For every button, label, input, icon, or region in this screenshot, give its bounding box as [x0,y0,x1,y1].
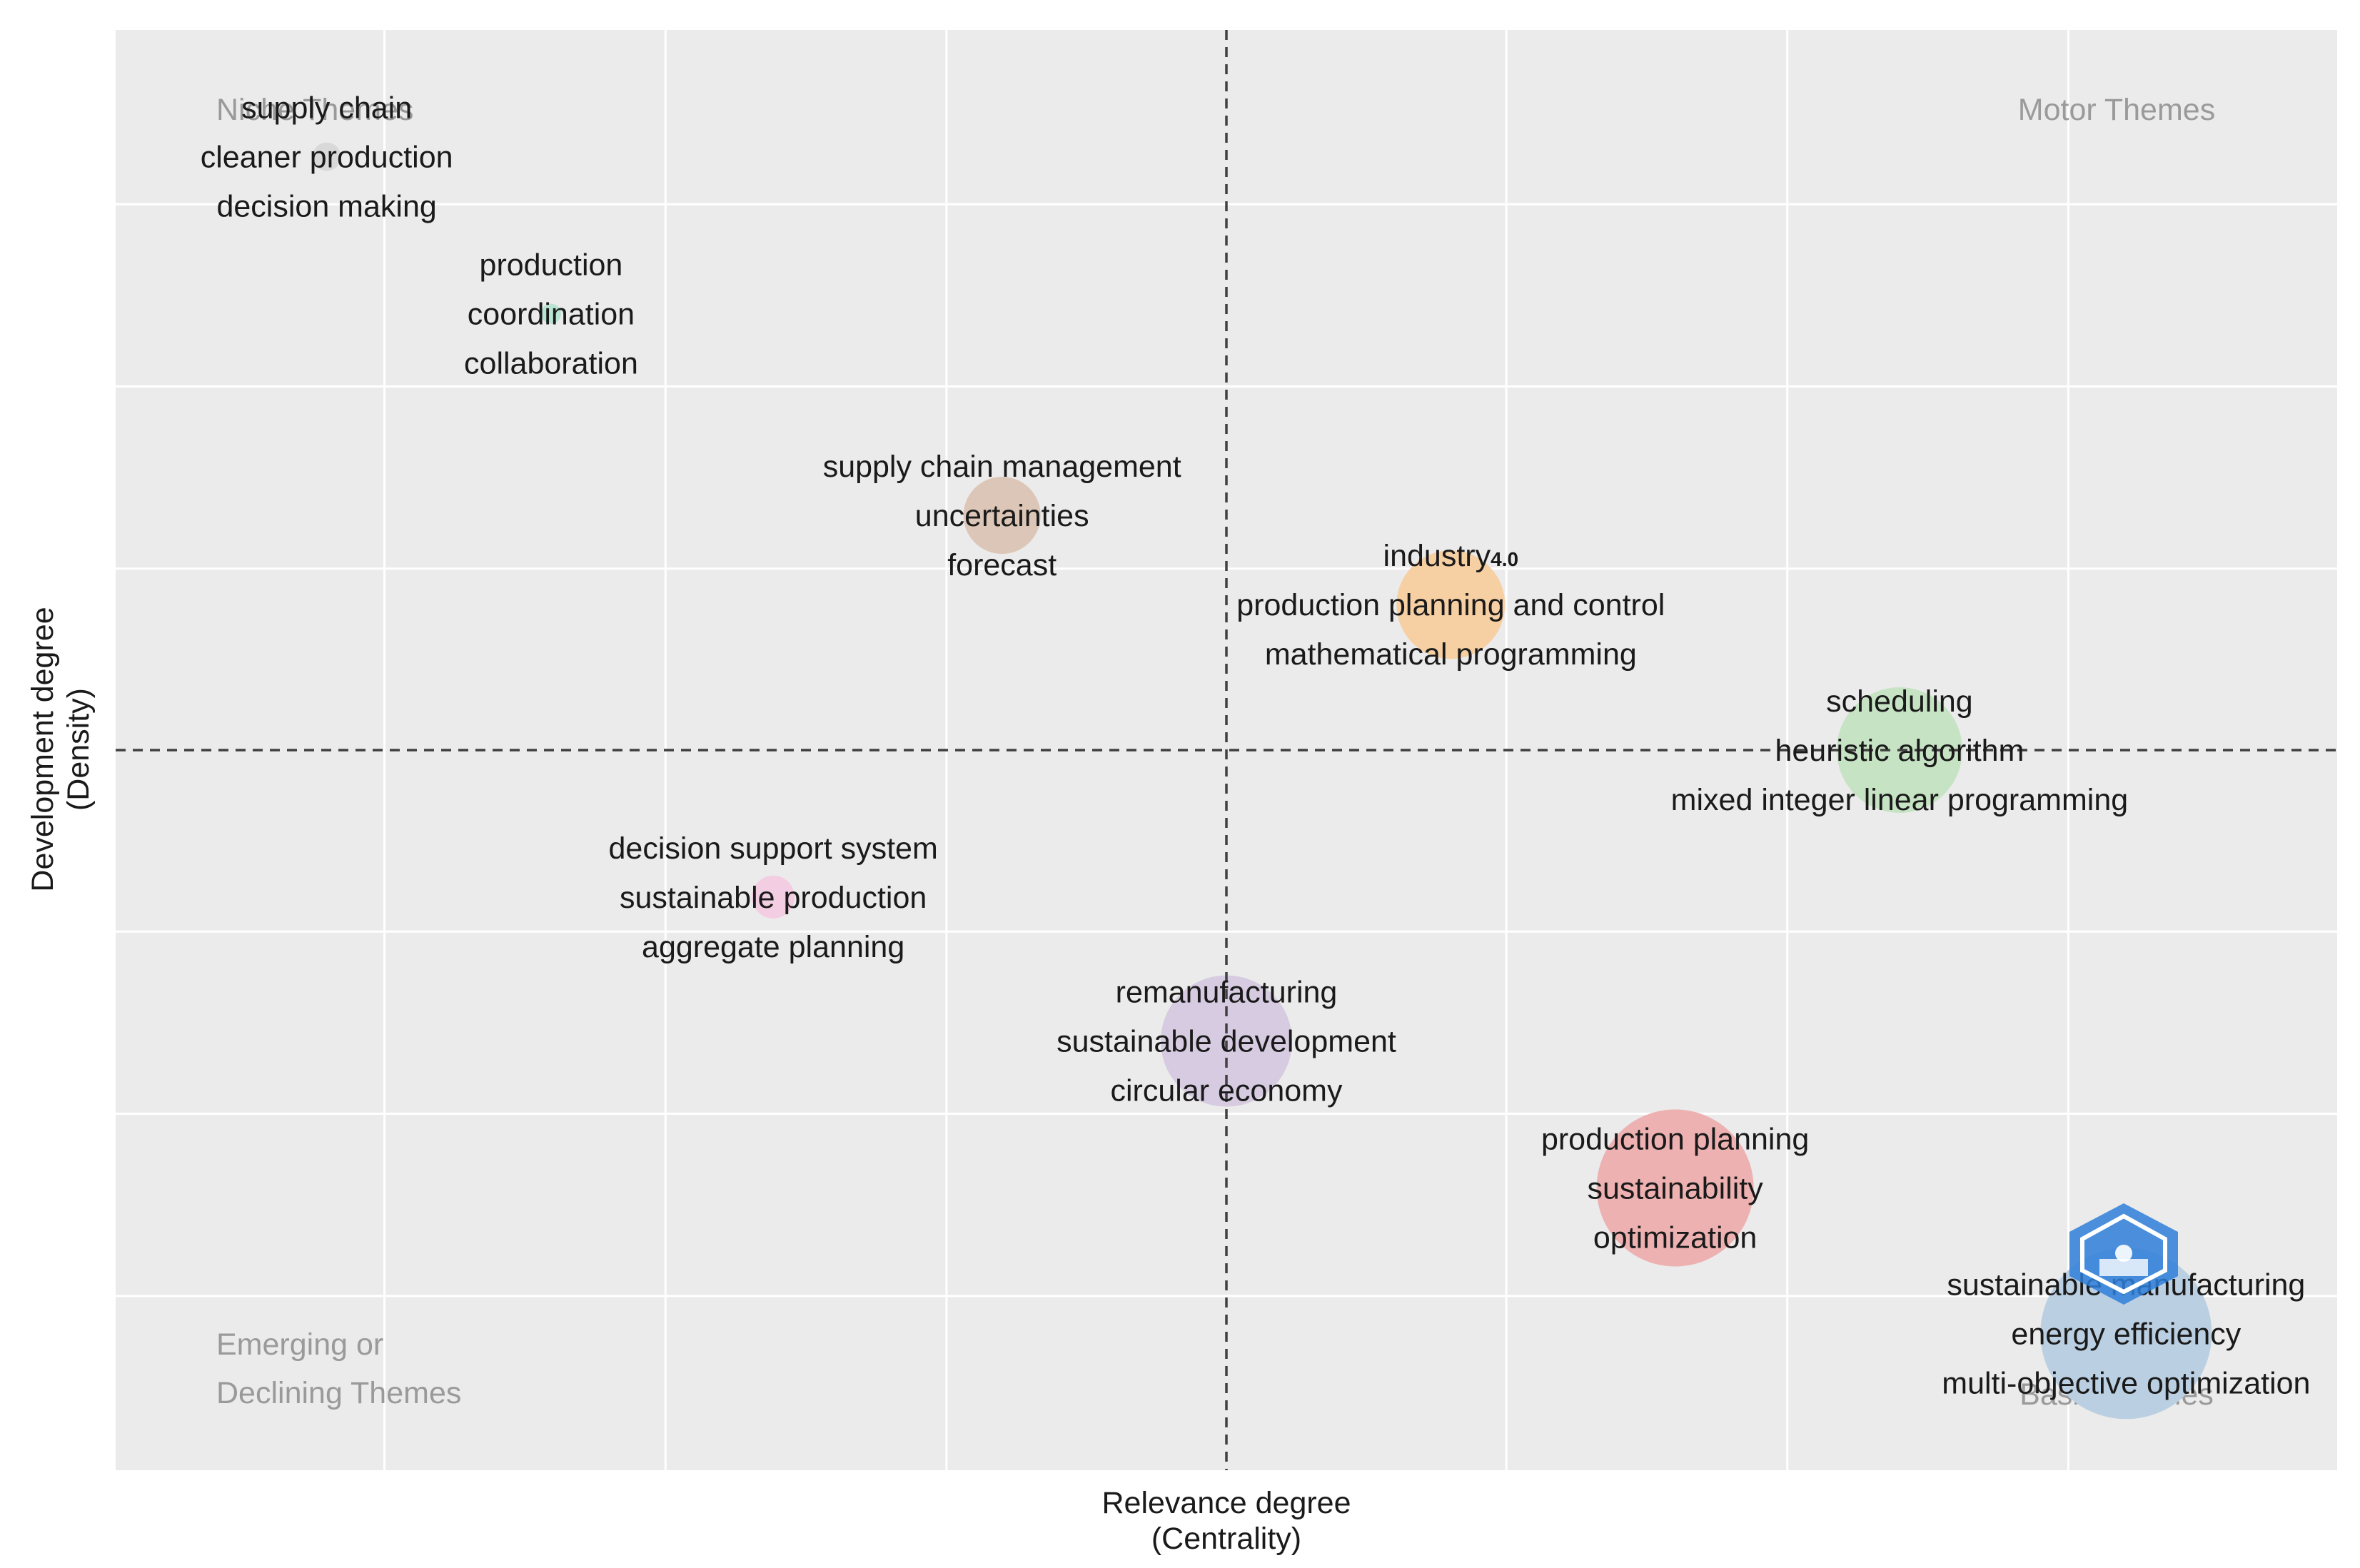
cluster-bubble-3 [963,477,1041,555]
cluster-label-9-2: energy efficiency [2011,1317,2241,1351]
quadrant-label-top-right: Motor Themes [2018,93,2215,127]
x-axis-label: Relevance degree [1101,1486,1351,1520]
cluster-label-5-2: heuristic algorithm [1775,734,2024,768]
cluster-bubble-6 [752,875,795,919]
cluster-label-3-2: uncertainties [915,499,1089,533]
cluster-label-suffix: 4.0 [1491,548,1518,570]
cluster-label-7-2: sustainable development [1057,1025,1396,1059]
cluster-label-4-2: production planning and control [1236,588,1665,622]
cluster-bubble-4 [1396,550,1506,659]
cluster-label-3-3: forecast [947,548,1057,582]
cluster-label-1-3: decision making [216,190,436,224]
cluster-label-8-2: sustainability [1588,1171,1764,1205]
cluster-label-8-1: production planning [1541,1122,1809,1156]
cluster-label-8-3: optimization [1593,1220,1757,1255]
cluster-label-9-3: multi-objective optimization [1942,1366,2310,1400]
y-axis-sublabel: (Density) [61,688,96,811]
cluster-label-5-1: scheduling [1826,684,1973,719]
cluster-label-2-2: coordination [468,298,635,332]
cluster-bubble-8 [1596,1109,1754,1267]
cluster-bubbles [312,142,2212,1420]
quadrant-label-bottom-left: Emerging or [216,1327,383,1362]
cluster-label-7-3: circular economy [1111,1074,1343,1108]
median-lines [116,30,2337,1470]
cluster-label-7-1: remanufacturing [1116,976,1338,1010]
quadrant-label-bottom-left: Declining Themes [216,1376,461,1410]
cluster-bubble-2 [540,303,561,324]
cluster-label-1-1: supply chain [241,91,412,126]
cluster-label-6-2: sustainable production [620,881,927,915]
cluster-label-6-3: aggregate planning [642,930,904,964]
cluster-bubble-9 [2040,1248,2212,1420]
quadrant-label-top-left: Niche Themes [216,93,413,127]
cluster-label-5-3: mixed integer linear programming [1671,783,2129,817]
cluster-label-6-1: decision support system [609,831,938,866]
cluster-bubble-1 [312,142,341,171]
cluster-label-2-3: collaboration [464,347,638,381]
y-axis-label: Development degree [26,607,60,891]
cluster-label-1-2: cleaner production [201,141,453,175]
cluster-label-4-3: mathematical programming [1265,637,1637,672]
x-axis-sublabel: (Centrality) [1151,1522,1301,1556]
cluster-label-2-1: production [480,248,623,283]
cluster-label-3-1: supply chain management [823,450,1181,484]
watermark-logo-icon [2069,1203,2178,1305]
